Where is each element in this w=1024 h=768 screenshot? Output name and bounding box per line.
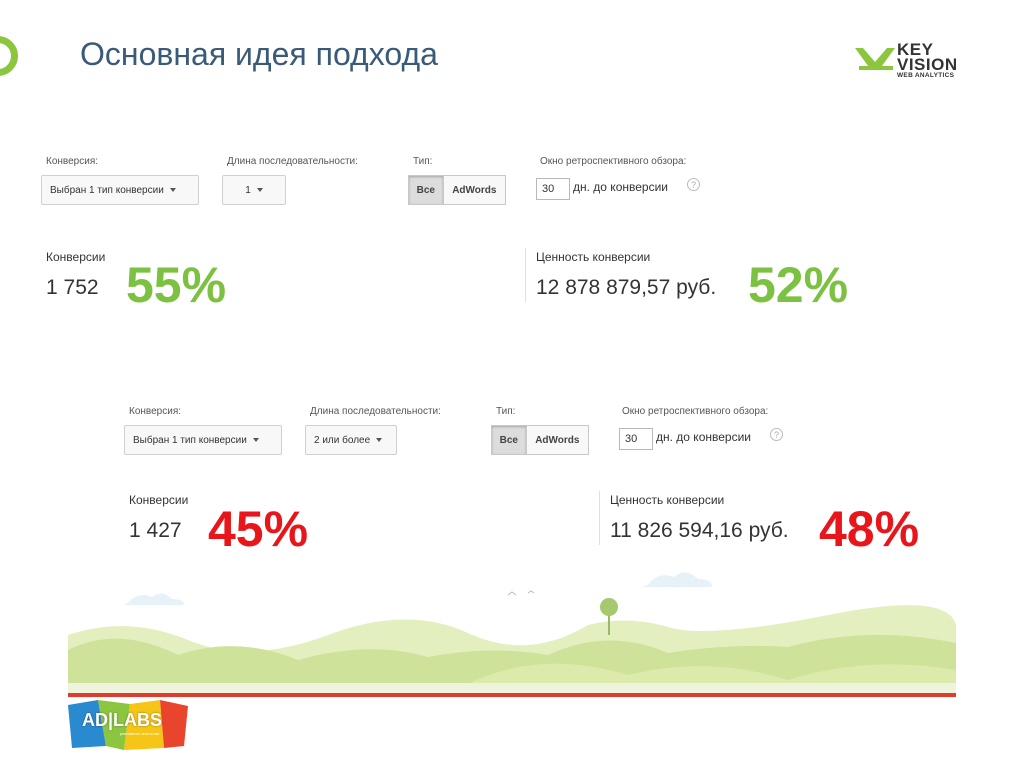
conversions-share-green: 55% (126, 257, 227, 313)
conversion-dropdown[interactable]: Выбран 1 тип конверсии (41, 175, 199, 205)
page-title: Основная идея подхода (80, 36, 438, 72)
keyvision-logo: KEY VISION WEB ANALYTICS (855, 40, 965, 82)
type-toggle: Все AdWords (408, 175, 506, 205)
caret-down-icon (252, 438, 259, 442)
metric-divider (599, 491, 600, 545)
lookback-suffix: дн. до конверсии (573, 180, 668, 194)
conversion-dropdown-value: Выбран 1 тип конверсии (133, 434, 247, 446)
sequence-length-value: 2 или более (314, 434, 371, 446)
lookback-input[interactable]: 30 (536, 178, 570, 200)
sequence-length-value: 1 (245, 184, 251, 196)
type-toggle: Все AdWords (491, 425, 589, 455)
help-icon[interactable]: ? (770, 428, 783, 441)
type-adwords-button[interactable]: AdWords (526, 426, 588, 454)
type-label: Тип: (496, 406, 516, 417)
caret-down-icon (376, 438, 383, 442)
sequence-length-dropdown[interactable]: 2 или более (305, 425, 397, 455)
conversion-value-label: Ценность конверсии (536, 250, 651, 264)
keyvision-key: KEY (897, 40, 934, 59)
conversions-metric-value: 1 752 (46, 276, 99, 299)
type-all-button[interactable]: Все (492, 426, 527, 454)
conversion-dropdown[interactable]: Выбран 1 тип конверсии (124, 425, 282, 455)
landscape-illustration (68, 572, 956, 697)
conversion-label: Конверсия: (46, 156, 99, 167)
adlabs-shape-icon (68, 700, 188, 750)
conversion-dropdown-value: Выбран 1 тип конверсии (50, 184, 164, 196)
adlabs-text: AD|LABS (82, 710, 163, 730)
lookback-label: Окно ретроспективного обзора: (622, 406, 769, 417)
decor-ring (0, 36, 18, 76)
type-all-button[interactable]: Все (409, 176, 444, 204)
conversion-value-amount: 11 826 594,16 руб. (610, 519, 789, 542)
conversion-value-share-green: 52% (748, 257, 849, 313)
conversion-value-share-red: 48% (819, 501, 920, 557)
sequence-length-label: Длина последовательности: (310, 406, 441, 417)
conversion-value-label: Ценность конверсии (610, 493, 725, 507)
help-icon[interactable]: ? (687, 178, 700, 191)
caret-down-icon (169, 188, 176, 192)
conversions-metric-value: 1 427 (129, 519, 182, 542)
metric-divider (525, 248, 526, 302)
conversions-metric-label: Конверсии (46, 250, 106, 264)
sequence-length-label: Длина последовательности: (227, 156, 358, 167)
conversion-label: Конверсия: (129, 406, 182, 417)
lookback-label: Окно ретроспективного обзора: (540, 156, 687, 167)
keyvision-vision: VISION (897, 55, 958, 74)
adlabs-sub: рекламное агентство (120, 731, 160, 736)
lookback-input[interactable]: 30 (619, 428, 653, 450)
adlabs-logo: AD|LABS рекламное агентство (68, 700, 190, 750)
conversions-share-red: 45% (208, 501, 309, 557)
sequence-length-dropdown[interactable]: 1 (222, 175, 286, 205)
keyvision-sub: WEB ANALYTICS (897, 72, 955, 79)
type-label: Тип: (413, 156, 433, 167)
conversions-metric-label: Конверсии (129, 493, 189, 507)
keyvision-mark-icon (855, 48, 895, 70)
conversion-value-amount: 12 878 879,57 руб. (536, 276, 717, 299)
caret-down-icon (256, 188, 263, 192)
lookback-suffix: дн. до конверсии (656, 430, 751, 444)
type-adwords-button[interactable]: AdWords (443, 176, 505, 204)
